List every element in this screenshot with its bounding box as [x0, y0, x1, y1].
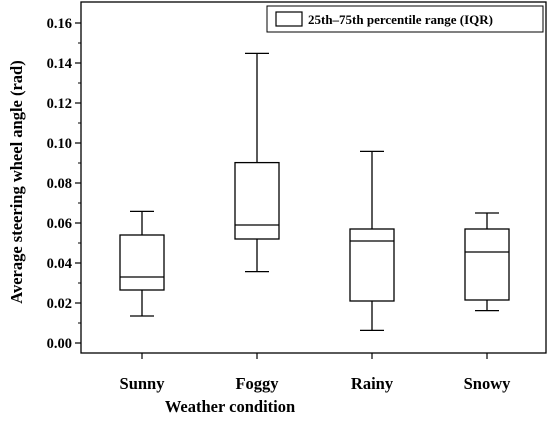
x-tick-label: Sunny [120, 374, 166, 393]
legend: 25th–75th percentile range (IQR) [266, 5, 544, 33]
x-tick-label: Foggy [235, 374, 279, 393]
x-tick-label: Rainy [351, 374, 394, 393]
y-tick-label: 0.10 [47, 136, 72, 152]
box-rainy [349, 150, 395, 332]
y-axis: 0.00 0.02 0.04 0.06 0.08 0.10 0.12 0.14 0.16 [47, 16, 81, 352]
box-snowy [464, 212, 510, 312]
x-axis: Sunny Foggy Rainy Snowy [120, 353, 512, 393]
iqr-box [349, 228, 395, 302]
y-tick-label: 0.14 [47, 56, 72, 72]
y-tick-label: 0.02 [47, 296, 72, 312]
iqr-box [234, 161, 280, 240]
y-tick-label: 0.08 [47, 176, 72, 192]
y-tick-label: 0.00 [47, 336, 72, 352]
legend-label: 25th–75th percentile range (IQR) [308, 12, 493, 27]
plot-frame [80, 1, 547, 354]
iqr-box [119, 234, 165, 291]
y-tick-label: 0.12 [47, 96, 72, 112]
box-series [119, 52, 510, 332]
y-axis-title: Average steering wheel angle (rad) [7, 60, 26, 303]
y-tick-label: 0.04 [47, 256, 72, 272]
y-tick-label: 0.16 [47, 16, 72, 32]
legend-frame [266, 5, 544, 33]
box-sunny [119, 210, 165, 317]
legend-swatch [275, 11, 303, 27]
x-tick-label: Snowy [464, 374, 512, 393]
box-foggy [234, 52, 280, 273]
iqr-box [464, 228, 510, 301]
y-tick-label: 0.06 [47, 216, 72, 232]
x-axis-title: Weather condition [165, 397, 295, 416]
